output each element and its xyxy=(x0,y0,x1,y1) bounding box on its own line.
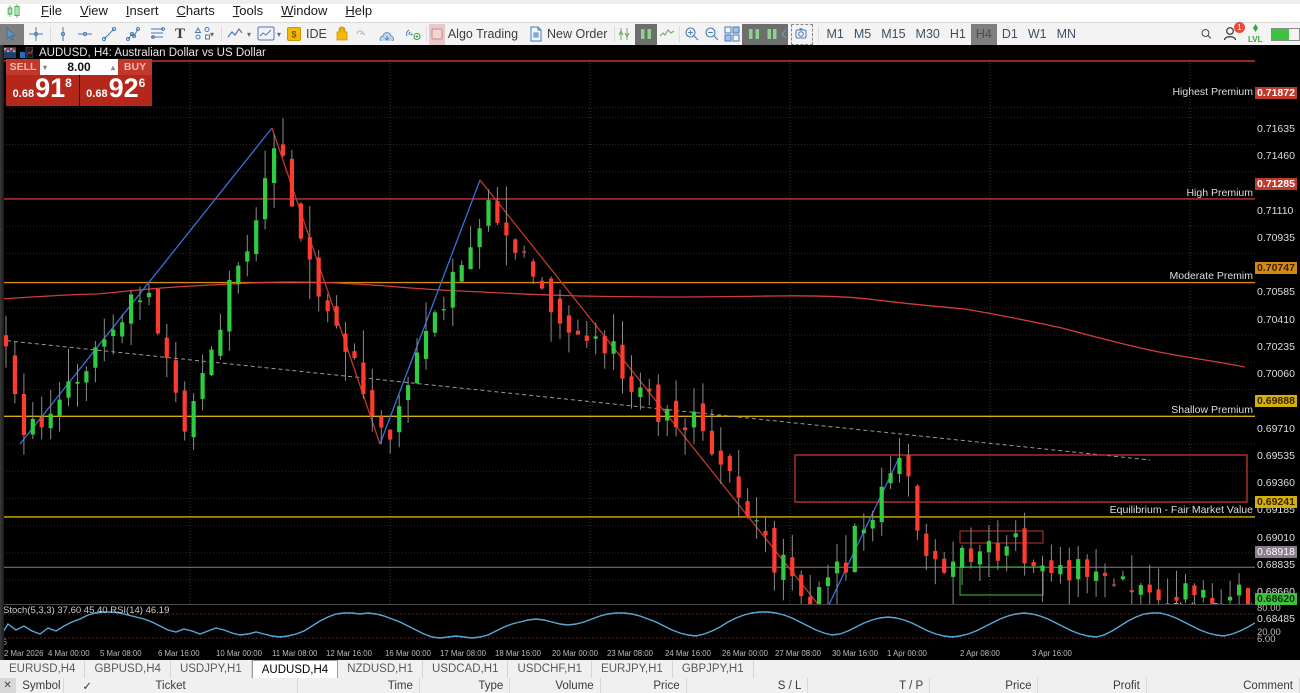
svg-text:2 Mar 2026: 2 Mar 2026 xyxy=(4,649,43,658)
svg-text:30 Mar 16:00: 30 Mar 16:00 xyxy=(832,649,879,658)
svg-text:6 Mar 16:00: 6 Mar 16:00 xyxy=(158,649,200,658)
svg-text:$: $ xyxy=(291,30,296,40)
svg-text:2 Apr 08:00: 2 Apr 08:00 xyxy=(960,649,1001,658)
svg-text:Highest Premium: Highest Premium xyxy=(1172,86,1253,98)
svg-text:3 Apr 16:00: 3 Apr 16:00 xyxy=(1032,649,1073,658)
svg-text:26 Mar 00:00: 26 Mar 00:00 xyxy=(722,649,769,658)
svg-text:Equilibrium - Fair Market Valu: Equilibrium - Fair Market Value xyxy=(1110,504,1254,516)
svg-text:10 Mar 00:00: 10 Mar 00:00 xyxy=(216,649,263,658)
svg-text:12 Mar 16:00: 12 Mar 16:00 xyxy=(326,649,373,658)
svg-text:1 Apr 00:00: 1 Apr 00:00 xyxy=(887,649,928,658)
svg-text:20 Mar 00:00: 20 Mar 00:00 xyxy=(552,649,599,658)
svg-text:16 Mar 00:00: 16 Mar 00:00 xyxy=(385,649,432,658)
svg-text:High Premium: High Premium xyxy=(1186,187,1253,199)
svg-text:4 Mar 00:00: 4 Mar 00:00 xyxy=(48,649,90,658)
svg-text:24 Mar 16:00: 24 Mar 16:00 xyxy=(665,649,712,658)
svg-text:11 Mar 08:00: 11 Mar 08:00 xyxy=(272,649,318,658)
svg-text:Moderate Premim: Moderate Premim xyxy=(1170,270,1254,282)
svg-text:Shallow Premium: Shallow Premium xyxy=(1171,404,1253,416)
svg-text:17 Mar 08:00: 17 Mar 08:00 xyxy=(440,649,487,658)
svg-text:18 Mar 16:00: 18 Mar 16:00 xyxy=(495,649,542,658)
svg-text:5 Mar 08:00: 5 Mar 08:00 xyxy=(100,649,142,658)
svg-text:27 Mar 08:00: 27 Mar 08:00 xyxy=(775,649,822,658)
svg-text:Stoch(5,3,3) 37.60 45.40 RSI(1: Stoch(5,3,3) 37.60 45.40 RSI(14) 46.19 xyxy=(3,605,169,616)
svg-text:23 Mar 08:00: 23 Mar 08:00 xyxy=(607,649,654,658)
